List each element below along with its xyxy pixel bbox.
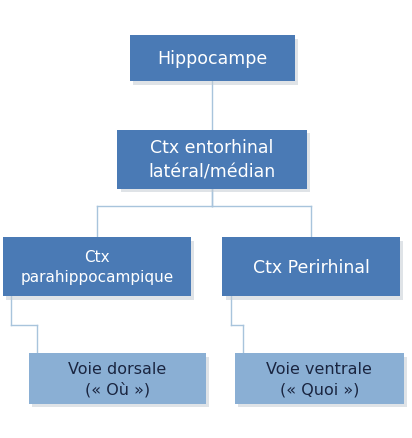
FancyBboxPatch shape xyxy=(117,131,307,189)
FancyBboxPatch shape xyxy=(133,40,298,86)
Text: Ctx
parahippocampique: Ctx parahippocampique xyxy=(20,250,173,285)
FancyBboxPatch shape xyxy=(121,134,310,193)
FancyBboxPatch shape xyxy=(29,354,206,404)
Text: Ctx Perirhinal: Ctx Perirhinal xyxy=(253,258,370,276)
Text: Hippocampe: Hippocampe xyxy=(157,50,267,68)
FancyBboxPatch shape xyxy=(130,36,295,82)
FancyBboxPatch shape xyxy=(6,241,194,300)
FancyBboxPatch shape xyxy=(235,354,404,404)
FancyBboxPatch shape xyxy=(32,357,209,407)
FancyBboxPatch shape xyxy=(3,237,190,297)
FancyBboxPatch shape xyxy=(222,237,400,297)
Text: Voie dorsale
(« Où »): Voie dorsale (« Où ») xyxy=(68,361,166,396)
Text: Voie ventrale
(« Quoi »): Voie ventrale (« Quoi ») xyxy=(267,361,372,396)
Text: Ctx entorhinal
latéral/médian: Ctx entorhinal latéral/médian xyxy=(149,139,276,180)
FancyBboxPatch shape xyxy=(238,357,407,407)
FancyBboxPatch shape xyxy=(226,241,403,300)
